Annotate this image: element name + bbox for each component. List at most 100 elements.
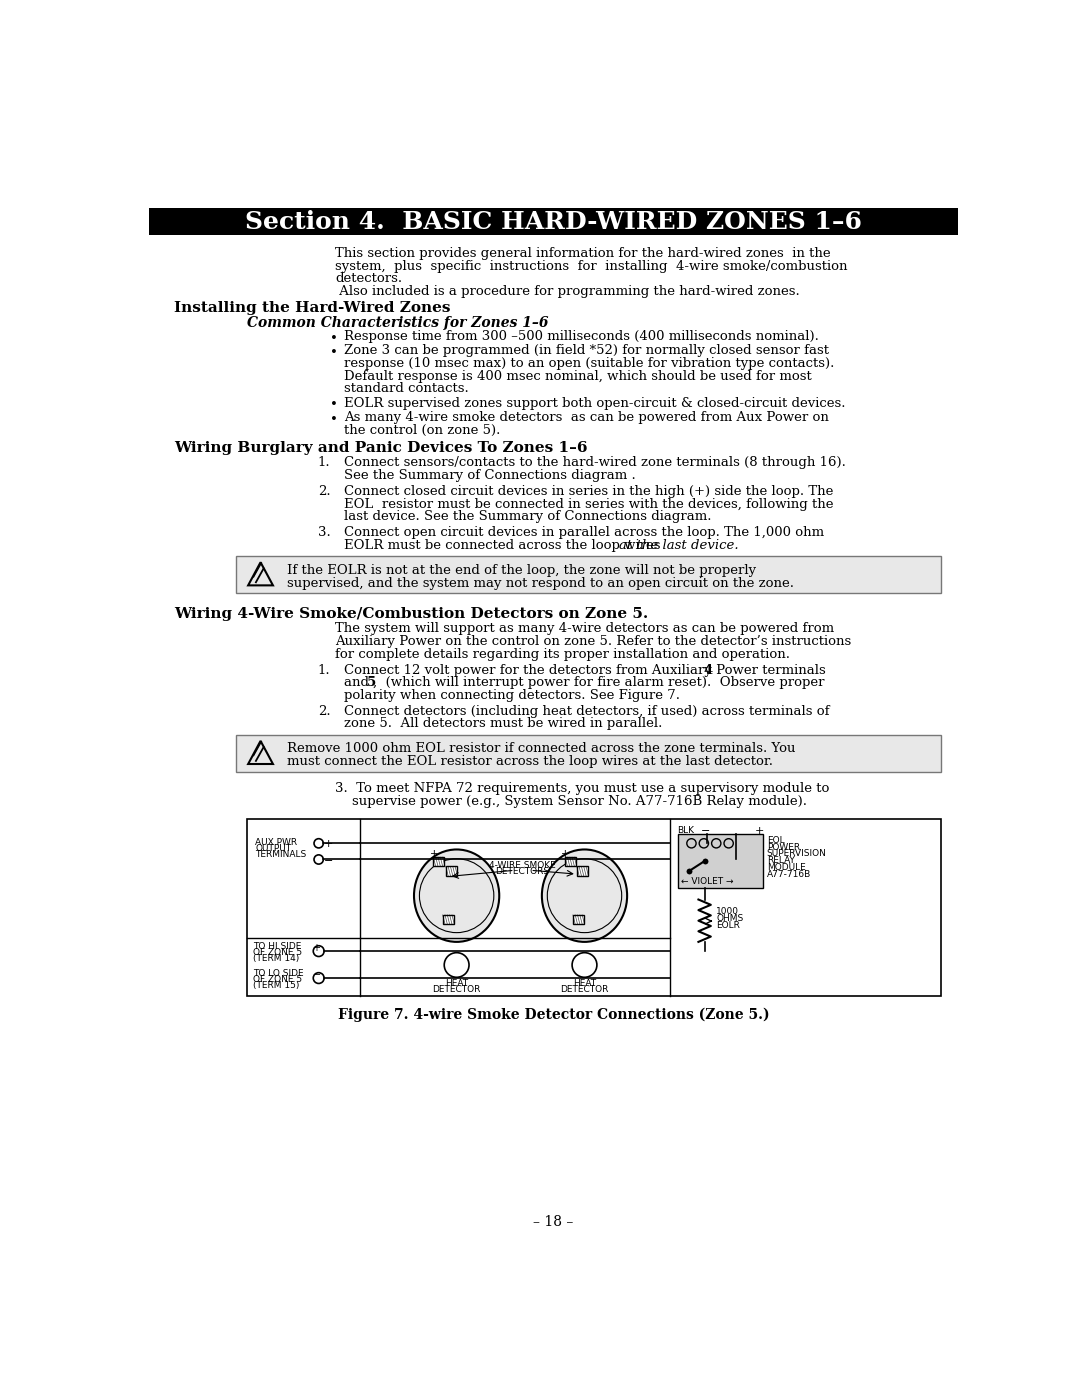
Text: TO LO SIDE: TO LO SIDE	[253, 970, 303, 978]
Text: See the Summary of Connections diagram .: See the Summary of Connections diagram .	[345, 469, 636, 482]
Text: DETECTOR: DETECTOR	[432, 985, 481, 995]
Text: 2.: 2.	[318, 485, 330, 497]
Text: Common Characteristics for Zones 1–6: Common Characteristics for Zones 1–6	[247, 316, 549, 330]
Text: HEAT: HEAT	[572, 979, 596, 988]
Text: −: −	[313, 970, 321, 979]
Text: supervised, and the system may not respond to an open circuit on the zone.: supervised, and the system may not respo…	[287, 577, 794, 590]
Bar	[247, 819, 941, 996]
Text: Installing the Hard-Wired Zones: Installing the Hard-Wired Zones	[174, 300, 450, 314]
Text: 1.: 1.	[318, 457, 330, 469]
Text: DETECTOR: DETECTOR	[561, 985, 609, 995]
Text: the control (on zone 5).: the control (on zone 5).	[345, 423, 501, 437]
Text: +: +	[755, 827, 765, 837]
Text: −: −	[701, 827, 711, 837]
Text: +: +	[562, 849, 570, 859]
Text: 2.: 2.	[318, 704, 330, 718]
Text: If the EOLR is not at the end of the loop, the zone will not be properly: If the EOLR is not at the end of the loo…	[287, 564, 756, 577]
Text: AUX PWR: AUX PWR	[255, 838, 297, 847]
Text: for complete details regarding its proper installation and operation.: for complete details regarding its prope…	[335, 648, 789, 661]
Text: Default response is 400 msec nominal, which should be used for most: Default response is 400 msec nominal, wh…	[345, 370, 812, 383]
Text: +: +	[311, 943, 320, 953]
Bar	[235, 735, 941, 771]
Text: Section 4.  BASIC HARD-WIRED ZONES 1–6: Section 4. BASIC HARD-WIRED ZONES 1–6	[245, 210, 862, 233]
Text: As many 4-wire smoke detectors  as can be powered from Aux Power on: As many 4-wire smoke detectors as can be…	[345, 411, 829, 423]
Text: •: •	[330, 331, 338, 345]
Text: last device. See the Summary of Connections diagram.: last device. See the Summary of Connecti…	[345, 510, 712, 524]
Text: 4: 4	[703, 664, 713, 676]
Text: The system will support as many 4-wire detectors as can be powered from: The system will support as many 4-wire d…	[335, 622, 834, 636]
Text: (TERM 15): (TERM 15)	[253, 981, 299, 990]
Text: HEAT: HEAT	[445, 979, 469, 988]
Text: (TERM 14): (TERM 14)	[253, 954, 299, 963]
Bar	[677, 834, 762, 888]
Text: OF ZONE 5: OF ZONE 5	[253, 949, 302, 957]
Bar	[572, 915, 583, 925]
Text: 5: 5	[367, 676, 376, 689]
Text: Wiring Burglary and Panic Devices To Zones 1–6: Wiring Burglary and Panic Devices To Zon…	[174, 441, 588, 455]
Text: system,  plus  specific  instructions  for  installing  4-wire smoke/combustion: system, plus specific instructions for i…	[335, 260, 848, 272]
Text: RELAY: RELAY	[767, 856, 795, 865]
Text: MODULE: MODULE	[767, 863, 806, 872]
Text: +: +	[430, 849, 438, 859]
Text: DETECTORS: DETECTORS	[496, 868, 550, 876]
Text: EOL: EOL	[767, 835, 784, 845]
Text: •: •	[330, 412, 338, 426]
Text: Auxiliary Power on the control on zone 5. Refer to the detector’s instructions: Auxiliary Power on the control on zone 5…	[335, 636, 851, 648]
Text: Response time from 300 –500 milliseconds (400 milliseconds nominal).: Response time from 300 –500 milliseconds…	[345, 330, 819, 344]
Bar	[433, 858, 444, 866]
Bar	[235, 556, 941, 594]
Text: supervise power (e.g., System Sensor No. A77-716B Relay module).: supervise power (e.g., System Sensor No.…	[335, 795, 807, 809]
Text: TERMINALS: TERMINALS	[255, 851, 307, 859]
Text: EOLR must be connected across the loop wires: EOLR must be connected across the loop w…	[345, 539, 665, 552]
Text: – 18 –: – 18 –	[534, 1215, 573, 1229]
Text: Connect detectors (including heat detectors, if used) across terminals of: Connect detectors (including heat detect…	[345, 704, 829, 718]
Text: •: •	[330, 398, 338, 411]
Text: 3.  To meet NFPA 72 requirements, you must use a supervisory module to: 3. To meet NFPA 72 requirements, you mus…	[335, 782, 829, 795]
Text: 1000: 1000	[716, 907, 739, 916]
Text: ← VIOLET →: ← VIOLET →	[681, 877, 734, 886]
Text: A77-716B: A77-716B	[767, 870, 811, 879]
Bar	[446, 866, 457, 876]
Text: detectors.: detectors.	[335, 272, 402, 285]
Text: Connect 12 volt power for the detectors from Auxiliary Power terminals: Connect 12 volt power for the detectors …	[345, 664, 831, 676]
Ellipse shape	[542, 849, 627, 942]
Text: Wiring 4-Wire Smoke/Combustion Detectors on Zone 5.: Wiring 4-Wire Smoke/Combustion Detectors…	[174, 606, 648, 620]
Text: EOL  resistor must be connected in series with the devices, following the: EOL resistor must be connected in series…	[345, 497, 834, 510]
Text: OUTPUT: OUTPUT	[255, 844, 292, 854]
Text: must connect the EOL resistor across the loop wires at the last detector.: must connect the EOL resistor across the…	[287, 756, 773, 768]
Text: POWER: POWER	[767, 842, 800, 852]
Text: polarity when connecting detectors. See Figure 7.: polarity when connecting detectors. See …	[345, 689, 680, 701]
Text: at the last device.: at the last device.	[619, 539, 739, 552]
Text: 4-WIRE SMOKE: 4-WIRE SMOKE	[489, 861, 556, 870]
Text: Zone 3 can be programmed (in field *52) for normally closed sensor fast: Zone 3 can be programmed (in field *52) …	[345, 344, 829, 358]
Text: Connect closed circuit devices in series in the high (+) side the loop. The: Connect closed circuit devices in series…	[345, 485, 834, 497]
Text: Connect sensors/contacts to the hard-wired zone terminals (8 through 16).: Connect sensors/contacts to the hard-wir…	[345, 457, 846, 469]
Text: EOLR: EOLR	[716, 921, 740, 930]
Text: This section provides general information for the hard-wired zones  in the: This section provides general informatio…	[335, 247, 831, 260]
Bar	[565, 858, 576, 866]
Text: OF ZONE 5: OF ZONE 5	[253, 975, 302, 983]
Text: ,  (which will interrupt power for fire alarm reset).  Observe proper: , (which will interrupt power for fire a…	[373, 676, 824, 689]
Text: SUPERVISION: SUPERVISION	[767, 849, 826, 859]
Text: Figure 7. 4-wire Smoke Detector Connections (Zone 5.): Figure 7. 4-wire Smoke Detector Connecti…	[338, 1009, 769, 1023]
Bar	[577, 866, 588, 876]
Text: response (10 msec max) to an open (suitable for vibration type contacts).: response (10 msec max) to an open (suita…	[345, 358, 835, 370]
Text: Remove 1000 ohm EOL resistor if connected across the zone terminals. You: Remove 1000 ohm EOL resistor if connecte…	[287, 742, 795, 756]
Bar	[149, 208, 958, 236]
Text: standard contacts.: standard contacts.	[345, 383, 469, 395]
Text: 3.: 3.	[318, 527, 330, 539]
Ellipse shape	[414, 849, 499, 942]
Text: and: and	[345, 676, 378, 689]
Text: BLK: BLK	[677, 827, 694, 835]
Text: EOLR supervised zones support both open-circuit & closed-circuit devices.: EOLR supervised zones support both open-…	[345, 397, 846, 409]
Text: zone 5.  All detectors must be wired in parallel.: zone 5. All detectors must be wired in p…	[345, 718, 663, 731]
Text: Connect open circuit devices in parallel across the loop. The 1,000 ohm: Connect open circuit devices in parallel…	[345, 527, 824, 539]
Text: OHMS: OHMS	[716, 914, 743, 923]
Text: +: +	[324, 840, 334, 849]
Bar	[443, 915, 454, 925]
Text: Also included is a procedure for programming the hard-wired zones.: Also included is a procedure for program…	[335, 285, 799, 298]
Text: TO HI SIDE: TO HI SIDE	[253, 942, 301, 951]
Text: •: •	[330, 346, 338, 359]
Text: 1.: 1.	[318, 664, 330, 676]
Text: −: −	[324, 856, 334, 866]
